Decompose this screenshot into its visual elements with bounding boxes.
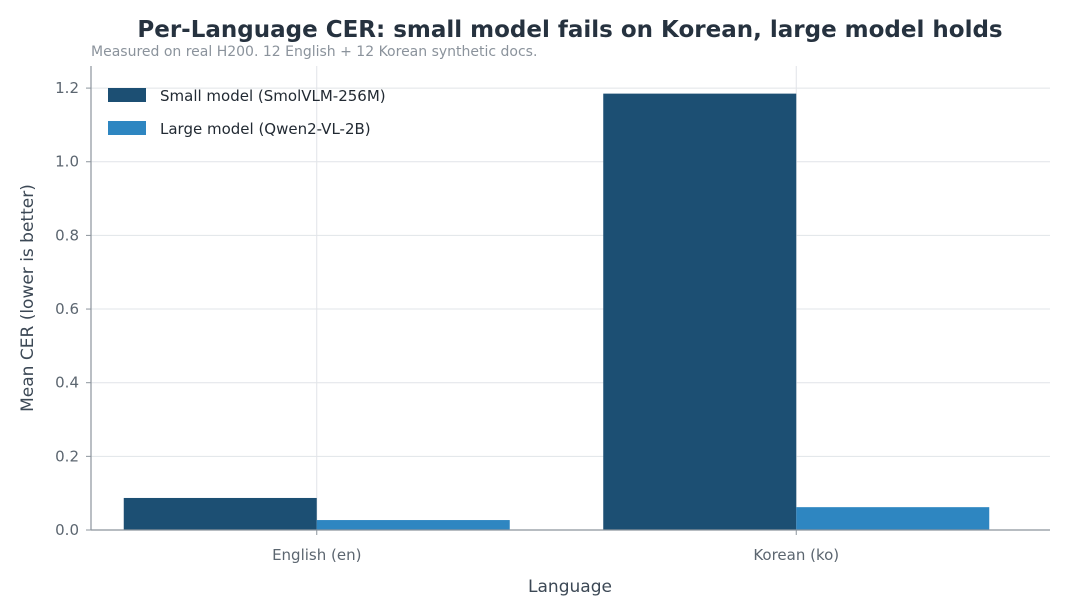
tick-labels: 0.0 0.2 0.4 0.6 0.8 1.0 1.2 English (en) Korean … (55, 79, 839, 564)
y-tick-label: 0.4 (55, 374, 79, 392)
y-axis-label: Mean CER (lower is better) (18, 184, 38, 412)
legend-label: Small model (SmolVLM-256M) (160, 87, 386, 105)
y-tick-label: 0.6 (55, 300, 79, 318)
bar-large-en (316, 520, 510, 530)
legend-swatch (108, 88, 146, 102)
legend: Small model (SmolVLM-256M) Large model (Q… (108, 87, 386, 138)
bar-large-ko (796, 507, 990, 530)
x-axis-label: Language (528, 577, 612, 597)
chart-subtitle: Measured on real H200. 12 English + 12 K… (91, 44, 537, 60)
legend-label: Large model (Qwen2-VL-2B) (160, 120, 371, 138)
x-tick-label: Korean (ko) (753, 546, 839, 564)
y-tick-label: 0.8 (55, 226, 79, 244)
bars (123, 93, 990, 530)
grid (91, 66, 1050, 531)
legend-swatch (108, 121, 146, 135)
y-tick-label: 0.2 (55, 447, 79, 465)
chart-title: Per-Language CER: small model fails on K… (137, 17, 1002, 43)
bar-small-ko (603, 93, 797, 530)
y-tick-label: 1.0 (55, 153, 79, 171)
x-tick-label: English (en) (272, 546, 361, 564)
y-tick-label: 0.0 (55, 521, 79, 539)
axes (86, 66, 1050, 535)
y-tick-label: 1.2 (55, 79, 79, 97)
bar-small-en (123, 497, 317, 530)
